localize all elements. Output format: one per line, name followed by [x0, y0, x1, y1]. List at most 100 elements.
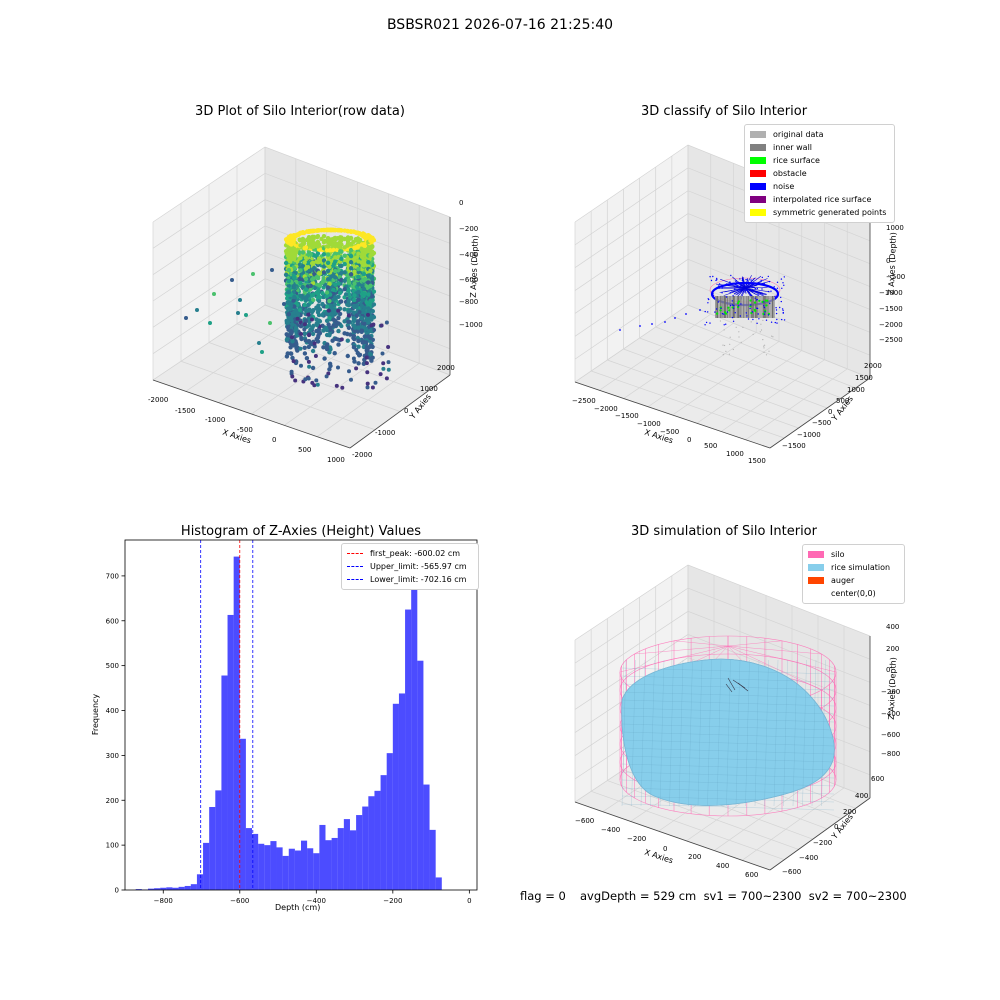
raw-data-point	[332, 351, 337, 356]
simulation-x-tick-label: 200	[688, 853, 702, 861]
simulation-y-tick-label: 600	[871, 775, 885, 783]
raw-data-point	[322, 356, 327, 361]
legend-item: silo	[808, 548, 899, 561]
simulation-legend: silo rice simulation auger center(0,0)	[802, 544, 905, 604]
simulation-y-tick-label: −200	[813, 839, 833, 847]
simulation-y-tick-label: 0	[834, 823, 839, 831]
simulation-x-tick-label: 0	[663, 845, 668, 853]
raw-data-point	[326, 322, 331, 327]
simulation-z-tick-label: −200	[881, 688, 901, 696]
raw-data-point	[289, 351, 294, 356]
grid-line	[152, 146, 451, 223]
raw-data-point	[339, 270, 344, 276]
grid-line	[180, 360, 376, 431]
grid-line	[152, 225, 451, 302]
raw-data-point	[346, 325, 352, 330]
raw-data-point	[343, 292, 349, 297]
raw-data-point	[306, 344, 311, 350]
raw-data-point	[320, 312, 325, 318]
raw-data-point	[321, 240, 327, 245]
raw-data-point	[321, 270, 327, 275]
raw-data-point	[339, 235, 344, 240]
raw-data-point	[339, 249, 344, 254]
raw-data-point	[302, 351, 308, 356]
x-axis-line	[152, 379, 351, 449]
simulation-z-tick-label: −600	[881, 731, 901, 739]
raw-data-point	[345, 338, 350, 343]
simulation-x-tick-label: −400	[601, 826, 621, 834]
simulation-x-tick-label: −200	[627, 835, 647, 843]
simulation-z-tick-label: 0	[886, 666, 891, 674]
raw-data-point	[355, 319, 361, 324]
raw-data-point	[330, 338, 335, 343]
raw-data-point	[303, 338, 308, 343]
raw-data-point	[321, 252, 327, 257]
simulation-z-tick-label: −800	[881, 750, 901, 758]
raw-data-point	[320, 291, 325, 296]
grid-line	[152, 278, 451, 354]
simulation-y-tick-label: 200	[843, 808, 857, 816]
flag-text: flag = 0	[520, 889, 566, 903]
legend-swatch	[808, 551, 824, 558]
raw-data-point	[336, 328, 341, 334]
raw-data-point	[306, 240, 312, 246]
raw-data-point	[315, 234, 321, 239]
simulation-x-tick-label: −600	[575, 817, 595, 825]
raw-data-point	[319, 236, 324, 242]
raw-data-point	[312, 265, 317, 271]
raw-data-point	[356, 325, 361, 330]
raw-data-point	[307, 319, 312, 324]
raw-data-point	[352, 359, 357, 364]
legend-label: rice simulation	[831, 563, 891, 572]
raw-data-point	[312, 241, 317, 246]
raw-data-point	[304, 356, 310, 361]
raw-data-point	[321, 264, 327, 269]
raw-data-point	[345, 353, 350, 359]
raw-data-point	[337, 311, 343, 317]
grid-line	[236, 323, 426, 394]
floor-pane	[153, 305, 450, 448]
legend-item: center(0,0)	[808, 587, 899, 600]
grid-line	[152, 199, 451, 275]
raw-data-point	[371, 289, 377, 294]
raw-data-point	[320, 280, 325, 285]
simulation-z-tick-label: −400	[881, 710, 901, 718]
legend-item: auger	[808, 574, 899, 587]
raw-data-point	[356, 361, 361, 366]
raw-data-point	[356, 344, 361, 349]
grid-line	[152, 251, 451, 328]
raw-3d-plot	[152, 146, 451, 449]
raw-data-point	[371, 315, 377, 320]
legend-label: auger	[831, 576, 855, 585]
legend-label: silo	[831, 550, 845, 559]
simulation-z-tick-label: 200	[886, 645, 900, 653]
raw-plot-title: 3D Plot of Silo Interior(row data)	[195, 104, 405, 119]
raw-data-point	[310, 365, 316, 371]
raw-data-point	[315, 251, 321, 256]
raw-data-point	[312, 253, 317, 258]
legend-swatch	[808, 564, 824, 571]
raw-data-point	[370, 309, 375, 314]
simulation-x-tick-label: 600	[745, 871, 759, 879]
raw-data-point	[356, 338, 361, 344]
raw-data-point	[351, 333, 357, 339]
simulation-y-tick-label: −400	[799, 854, 819, 862]
raw-data-point	[339, 228, 344, 233]
raw-data-point	[310, 348, 316, 354]
raw-data-point	[327, 361, 333, 366]
legend-label: center(0,0)	[831, 589, 876, 598]
raw-data-point	[345, 238, 351, 244]
raw-data-point	[336, 342, 341, 347]
raw-data-point	[312, 272, 317, 277]
raw-data-point	[339, 299, 344, 304]
raw-data-point	[312, 285, 318, 291]
raw-data-point	[371, 327, 377, 333]
y-axis-line	[349, 374, 451, 449]
raw-data-point	[339, 277, 344, 283]
raw-data-point	[337, 290, 343, 296]
raw-data-point	[321, 234, 327, 239]
raw-data-point	[306, 323, 312, 328]
simulation-z-tick-label: 400	[886, 623, 900, 631]
grid-line	[152, 172, 451, 249]
